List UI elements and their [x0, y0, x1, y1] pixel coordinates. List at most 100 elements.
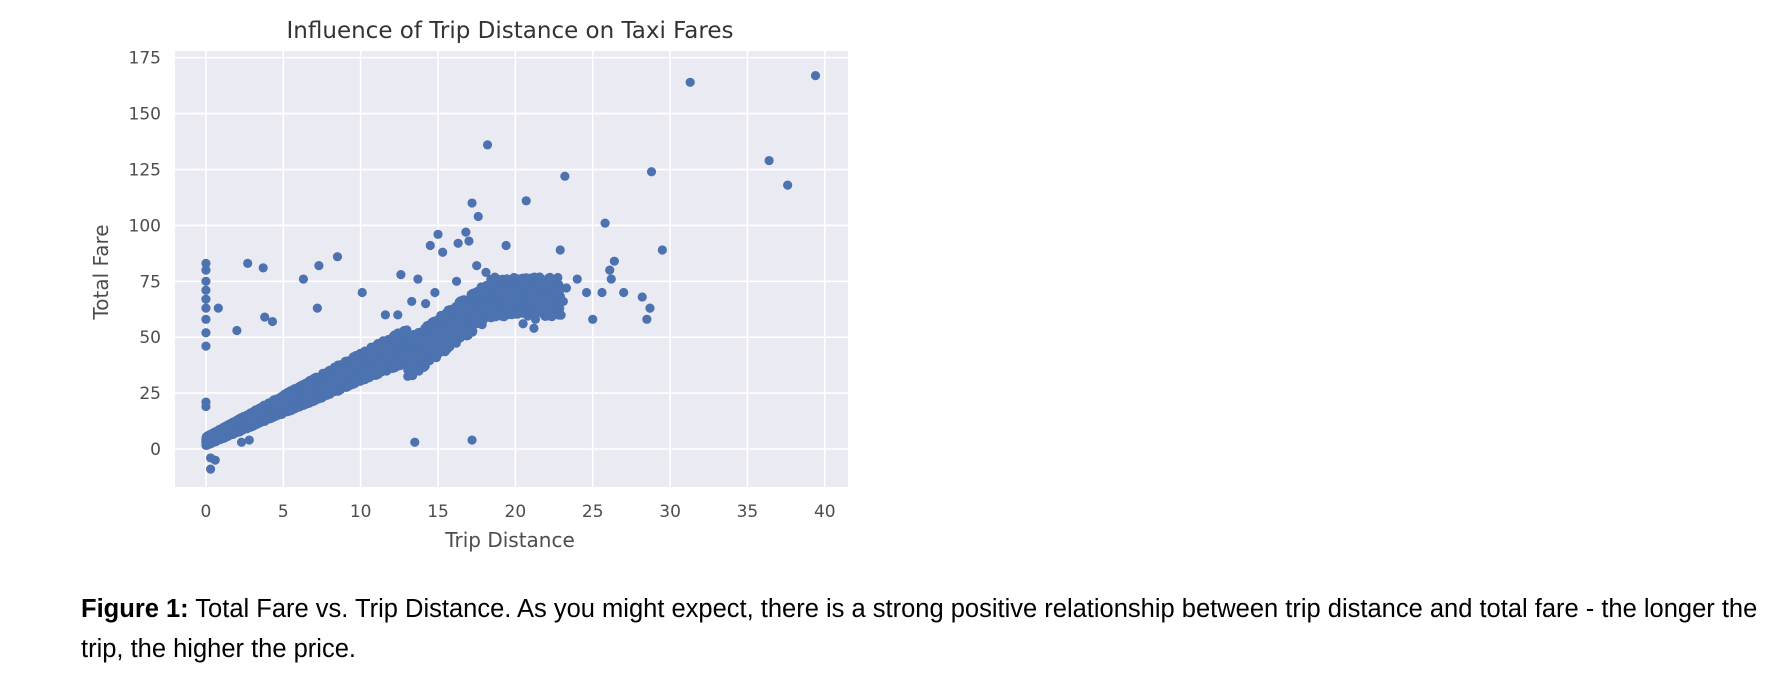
data-point: [657, 245, 667, 255]
y-tick-label: 0: [150, 440, 161, 460]
data-point: [497, 307, 507, 318]
x-tick-label: 35: [737, 502, 759, 522]
data-point: [642, 314, 652, 324]
data-point: [339, 372, 349, 382]
data-point: [783, 180, 793, 190]
data-point: [365, 346, 375, 356]
data-point: [489, 283, 499, 293]
data-point: [330, 386, 340, 396]
data-point: [467, 435, 477, 445]
data-point: [597, 287, 607, 298]
data-point: [467, 198, 477, 208]
data-point: [332, 252, 343, 262]
data-point: [269, 400, 280, 410]
data-point: [685, 77, 695, 87]
data-point: [355, 358, 365, 368]
data-point: [233, 419, 243, 429]
y-tick-label: 100: [129, 216, 161, 236]
x-tick-label: 5: [278, 502, 289, 522]
data-point: [213, 429, 223, 439]
data-point: [436, 337, 446, 347]
data-point: [254, 411, 264, 422]
data-point: [201, 341, 211, 351]
data-point: [423, 337, 433, 347]
x-tick-label: 10: [350, 502, 372, 522]
data-point: [442, 344, 452, 354]
data-point: [472, 261, 482, 271]
data-point: [201, 314, 211, 324]
data-point: [413, 274, 423, 284]
data-point: [201, 401, 211, 412]
data-point: [201, 294, 211, 304]
data-point: [561, 283, 572, 293]
data-point: [538, 281, 548, 291]
data-point: [201, 276, 211, 286]
data-point: [201, 285, 211, 295]
data-point: [236, 437, 247, 447]
data-point: [421, 299, 431, 309]
data-point: [396, 269, 406, 280]
data-point: [293, 401, 303, 411]
figure-caption: Figure 1: Total Fare vs. Trip Distance. …: [81, 589, 1761, 669]
data-point: [503, 298, 513, 309]
data-point: [428, 322, 438, 332]
data-point: [530, 298, 540, 309]
data-point: [421, 355, 431, 365]
data-point: [380, 310, 391, 320]
data-point: [347, 357, 357, 367]
data-point: [410, 437, 420, 447]
caption-text: Total Fare vs. Trip Distance. As you mig…: [81, 595, 1758, 663]
data-point: [281, 399, 291, 409]
data-point: [530, 314, 541, 324]
data-point: [357, 287, 367, 298]
data-point: [450, 302, 461, 312]
y-axis-ticks: 0 25 50 75 100 125 150 175: [129, 49, 161, 460]
data-point: [201, 328, 211, 338]
data-point: [298, 274, 309, 284]
data-point: [588, 314, 598, 324]
data-point: [286, 388, 296, 398]
data-point: [572, 274, 582, 284]
data-point: [335, 360, 345, 370]
data-point: [391, 358, 401, 369]
data-point: [475, 316, 486, 326]
data-point: [321, 368, 332, 378]
data-point: [406, 336, 417, 346]
data-point: [558, 296, 568, 307]
x-tick-label: 0: [201, 502, 212, 522]
y-tick-label: 25: [139, 384, 161, 404]
data-point: [468, 326, 478, 336]
data-point: [453, 238, 463, 248]
data-point: [201, 258, 211, 269]
data-point: [581, 287, 592, 298]
data-point: [245, 419, 255, 429]
data-point: [375, 346, 385, 356]
x-axis-label: Trip Distance: [444, 528, 575, 552]
data-point: [456, 319, 466, 329]
data-point: [476, 292, 486, 302]
data-point: [518, 319, 528, 329]
data-point: [645, 303, 655, 313]
data-point: [536, 305, 546, 315]
data-point: [473, 211, 483, 222]
data-point: [464, 236, 474, 246]
data-point: [482, 140, 493, 150]
y-tick-label: 125: [129, 161, 161, 181]
data-point: [810, 70, 821, 81]
data-point: [243, 258, 253, 269]
x-tick-label: 15: [427, 502, 449, 522]
data-point: [213, 303, 223, 313]
caption-label: Figure 1:: [81, 595, 189, 623]
data-point: [391, 338, 401, 348]
data-point: [244, 435, 254, 445]
data-point: [619, 287, 629, 298]
data-point: [507, 305, 517, 315]
data-point: [210, 455, 220, 465]
data-point: [529, 323, 539, 333]
data-point: [201, 265, 211, 275]
data-point: [501, 240, 511, 251]
data-point: [314, 261, 324, 271]
data-point: [357, 366, 367, 377]
data-point: [414, 362, 424, 373]
data-point: [393, 310, 403, 320]
